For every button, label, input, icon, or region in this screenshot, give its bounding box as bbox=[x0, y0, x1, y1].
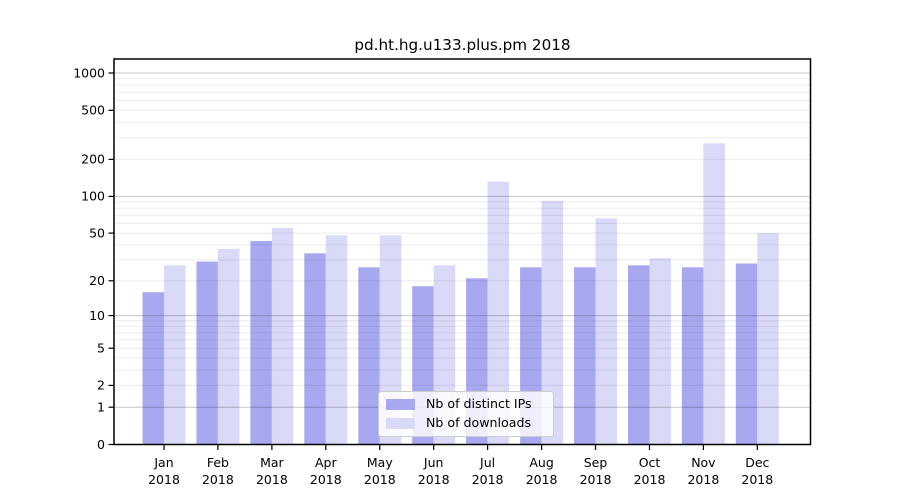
x-tick-label: Aug bbox=[529, 455, 553, 470]
x-tick-label: Sep bbox=[584, 455, 608, 470]
legend: Nb of distinct IPs Nb of downloads bbox=[378, 391, 554, 437]
bar-feb-downloads bbox=[217, 248, 240, 445]
axes-spines bbox=[113, 58, 812, 446]
x-tick-label-year: 2018 bbox=[418, 472, 450, 487]
x-tick-label: Dec bbox=[745, 455, 769, 470]
x-tick-label-year: 2018 bbox=[202, 472, 234, 487]
x-tick-label-year: 2018 bbox=[741, 472, 773, 487]
legend-swatch-distinct-ips bbox=[386, 398, 415, 411]
bar-nov-downloads bbox=[703, 143, 725, 445]
x-tick-label: Jul bbox=[479, 455, 495, 470]
chart-title: pd.ht.hg.u133.plus.pm 2018 bbox=[354, 36, 571, 54]
bar-jan-ips bbox=[142, 292, 164, 445]
bar-aug-downloads bbox=[541, 200, 564, 445]
legend-item-downloads: Nb of downloads bbox=[386, 417, 553, 430]
x-tick-label: Apr bbox=[315, 455, 337, 470]
bar-nov-ips bbox=[681, 267, 704, 445]
x-tick-label-year: 2018 bbox=[364, 472, 396, 487]
y-tick-label: 1000 bbox=[73, 65, 105, 80]
x-tick-label: Nov bbox=[691, 455, 716, 470]
y-tick-label: 100 bbox=[81, 189, 105, 204]
bar-dec-ips bbox=[735, 263, 758, 445]
y-tick-label: 0 bbox=[97, 437, 105, 452]
x-tick-label: Jun bbox=[423, 455, 444, 470]
legend-label-distinct-ips: Nb of distinct IPs bbox=[426, 396, 532, 412]
x-tick-label-year: 2018 bbox=[580, 472, 612, 487]
y-tick-label: 2 bbox=[97, 378, 105, 393]
bar-jul-downloads bbox=[487, 181, 510, 445]
y-tick-label: 1 bbox=[97, 400, 105, 415]
y-tick-label: 10 bbox=[89, 308, 105, 323]
bar-may-ips bbox=[358, 267, 380, 445]
x-tick-label: Jan bbox=[153, 455, 173, 470]
y-tick-label: 500 bbox=[81, 103, 105, 118]
bar-sep-ips bbox=[574, 267, 596, 445]
x-tick-label-year: 2018 bbox=[634, 472, 666, 487]
bar-apr-downloads bbox=[325, 235, 348, 445]
x-tick-label: Oct bbox=[639, 455, 661, 470]
y-tick-label: 200 bbox=[81, 152, 105, 167]
x-tick-label-year: 2018 bbox=[310, 472, 342, 487]
bar-jan-downloads bbox=[164, 265, 186, 445]
legend-item-distinct-ips: Nb of distinct IPs bbox=[386, 398, 553, 411]
bar-dec-downloads bbox=[757, 233, 779, 445]
y-tick-label: 20 bbox=[89, 273, 105, 288]
x-tick-label-year: 2018 bbox=[256, 472, 288, 487]
x-tick-label-year: 2018 bbox=[148, 472, 180, 487]
x-tick-label-year: 2018 bbox=[526, 472, 558, 487]
legend-label-downloads: Nb of downloads bbox=[426, 415, 532, 431]
x-tick-label-year: 2018 bbox=[472, 472, 504, 487]
bar-apr-ips bbox=[304, 253, 326, 445]
bar-sep-downloads bbox=[595, 218, 617, 445]
legend-swatch-downloads bbox=[386, 417, 415, 430]
bar-oct-ips bbox=[628, 265, 650, 445]
x-tick-label: Mar bbox=[260, 455, 284, 470]
x-tick-label-year: 2018 bbox=[687, 472, 719, 487]
y-tick-label: 5 bbox=[97, 341, 105, 356]
bar-oct-downloads bbox=[649, 258, 671, 445]
x-tick-label: Feb bbox=[207, 455, 229, 470]
bar-mar-ips bbox=[250, 241, 272, 445]
bar-mar-downloads bbox=[271, 228, 294, 445]
x-tick-label: May bbox=[367, 455, 393, 470]
bar-feb-ips bbox=[196, 261, 218, 445]
y-tick-label: 50 bbox=[89, 225, 105, 240]
